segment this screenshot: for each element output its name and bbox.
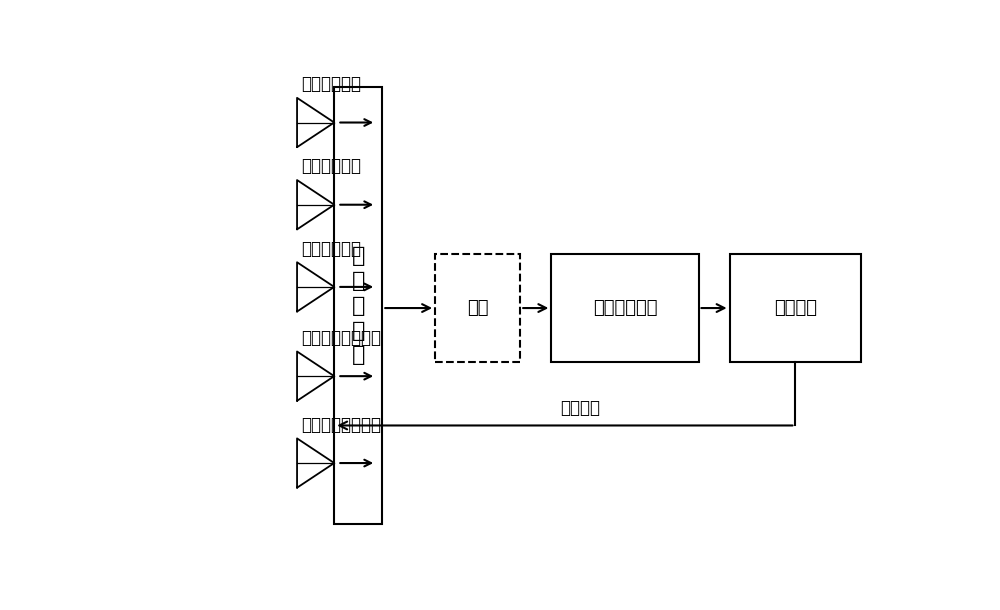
- Text: 第二辅助测角天线: 第二辅助测角天线: [301, 415, 381, 434]
- Text: 第二测角天线: 第二测角天线: [301, 157, 361, 175]
- Bar: [730, 254, 861, 362]
- Text: 第一辅助测角天线: 第一辅助测角天线: [301, 329, 381, 347]
- Bar: [551, 254, 698, 362]
- Text: 处理单元: 处理单元: [774, 299, 817, 317]
- Bar: [334, 87, 382, 524]
- Text: 控制信号: 控制信号: [560, 399, 600, 417]
- Text: 第三测角天线: 第三测角天线: [301, 240, 361, 257]
- Text: 第一测角天线: 第一测角天线: [301, 75, 361, 93]
- Text: 测角接收通道: 测角接收通道: [593, 299, 657, 317]
- Text: 多
选
一
开
关: 多 选 一 开 关: [352, 246, 365, 365]
- Bar: [435, 254, 520, 362]
- Text: 波导: 波导: [467, 299, 488, 317]
